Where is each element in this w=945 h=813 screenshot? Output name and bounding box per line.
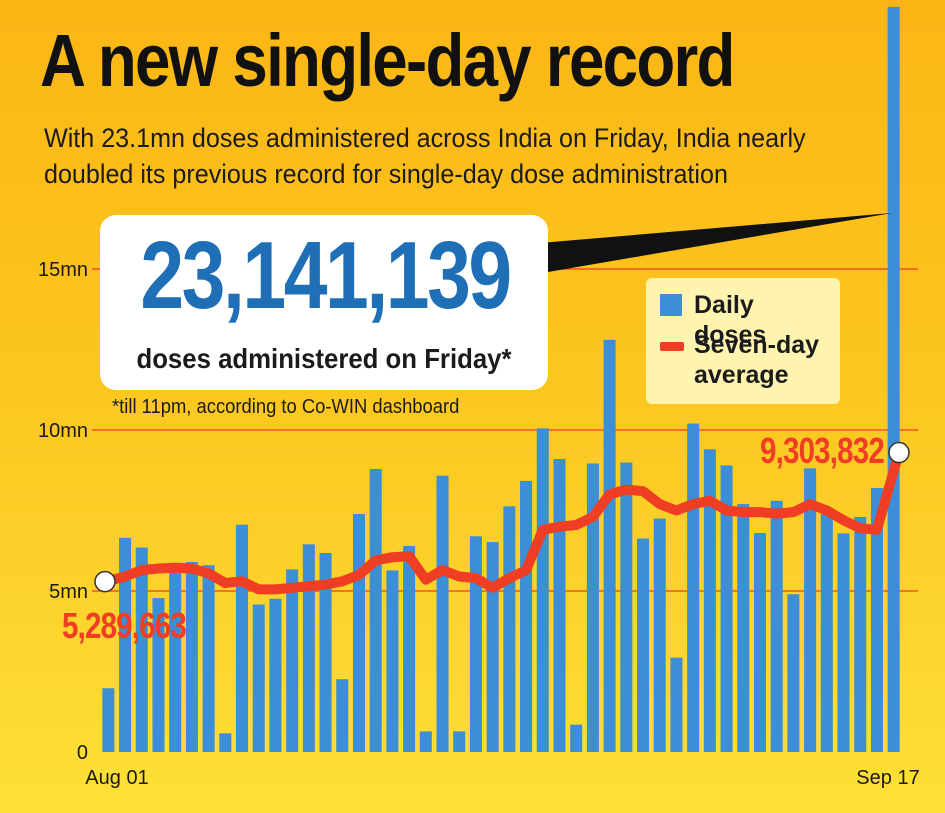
bar bbox=[185, 562, 198, 752]
bar bbox=[453, 731, 466, 752]
bar bbox=[369, 468, 382, 752]
x-tick-label-start: Aug 01 bbox=[85, 767, 148, 789]
bar bbox=[419, 731, 432, 752]
start-point-marker bbox=[94, 570, 116, 593]
legend-item-average: Seven-day average bbox=[660, 330, 824, 390]
x-tick-label-end: Sep 17 bbox=[856, 767, 919, 789]
endpoint-markers bbox=[94, 441, 910, 593]
legend-line-swatch bbox=[660, 342, 684, 351]
bar bbox=[135, 547, 148, 752]
y-tick-label: 0 bbox=[77, 742, 88, 764]
bar bbox=[102, 688, 115, 752]
start-value-label: 5,289,663 bbox=[62, 605, 187, 646]
bar bbox=[252, 604, 265, 752]
bar bbox=[820, 513, 833, 752]
bar bbox=[486, 542, 499, 752]
chart-title: A new single-day record bbox=[40, 19, 735, 102]
y-tick-label: 15mn bbox=[38, 259, 88, 281]
bar bbox=[219, 733, 232, 752]
bar bbox=[653, 518, 666, 752]
callout-pointer bbox=[540, 213, 892, 272]
bar bbox=[403, 545, 416, 752]
daily-doses-bars bbox=[102, 6, 900, 752]
bar bbox=[536, 428, 549, 752]
bar bbox=[269, 598, 282, 752]
bar bbox=[202, 565, 215, 752]
bar bbox=[236, 524, 249, 752]
bar bbox=[352, 514, 365, 752]
record-caption: doses administered on Friday* bbox=[136, 343, 512, 374]
chart-subtitle: With 23.1mn doses administered across In… bbox=[44, 123, 806, 189]
bar bbox=[703, 449, 716, 752]
bar bbox=[503, 506, 516, 752]
record-callout: 23,141,139 doses administered on Friday* bbox=[100, 215, 548, 390]
legend-item-daily: Daily doses bbox=[660, 290, 824, 350]
bar bbox=[670, 657, 683, 752]
y-tick-label: 5mn bbox=[49, 581, 88, 603]
legend-bar-swatch bbox=[660, 294, 682, 316]
bar bbox=[436, 475, 449, 752]
bar bbox=[720, 465, 733, 752]
footnote: *till 11pm, according to Co-WIN dashboar… bbox=[112, 396, 460, 418]
legend: Daily doses Seven-day average bbox=[646, 278, 840, 404]
legend-label-average: Seven-day average bbox=[694, 331, 820, 389]
record-value: 23,141,139 bbox=[140, 222, 512, 329]
end-value-label: 9,303,832 bbox=[760, 430, 885, 471]
bar bbox=[753, 533, 766, 752]
bar bbox=[603, 339, 616, 752]
bar bbox=[837, 533, 850, 752]
bar bbox=[770, 500, 783, 752]
y-axis-ticks: 0 5mn 10mn 15mn bbox=[38, 259, 88, 764]
bar bbox=[302, 544, 315, 752]
bar bbox=[520, 480, 533, 752]
bar bbox=[553, 458, 566, 752]
bar bbox=[804, 468, 817, 752]
bar bbox=[169, 567, 182, 752]
bar bbox=[319, 553, 332, 752]
bar bbox=[570, 724, 583, 752]
bar bbox=[887, 6, 900, 752]
bar bbox=[787, 594, 800, 752]
bar bbox=[620, 462, 633, 752]
legend-label-daily: Daily doses bbox=[694, 291, 767, 349]
bar bbox=[870, 487, 883, 752]
seven-day-average-line bbox=[100, 447, 904, 595]
y-tick-label: 10mn bbox=[38, 420, 88, 442]
bar bbox=[854, 516, 867, 752]
bar bbox=[469, 536, 482, 752]
bar bbox=[737, 504, 750, 752]
bar bbox=[386, 570, 399, 752]
average-line bbox=[100, 447, 904, 595]
end-point-marker bbox=[888, 441, 910, 464]
bar bbox=[687, 423, 700, 752]
bar bbox=[119, 537, 132, 752]
bar bbox=[637, 538, 650, 752]
bar bbox=[152, 598, 165, 752]
bar bbox=[586, 463, 599, 752]
bar bbox=[336, 679, 349, 752]
bar bbox=[286, 569, 299, 752]
